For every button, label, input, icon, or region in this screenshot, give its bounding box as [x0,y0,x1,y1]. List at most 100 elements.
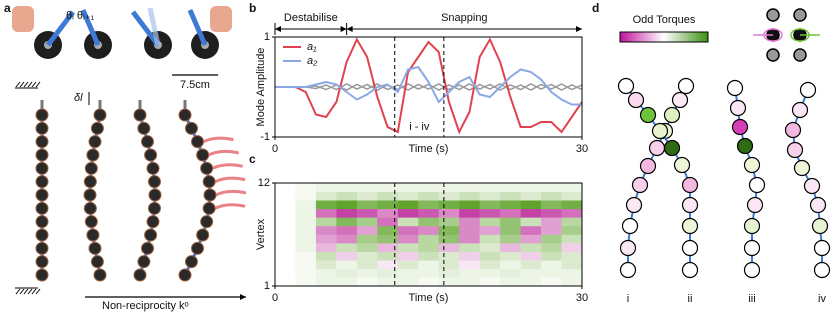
heat-cell [275,217,296,227]
heat-cell [459,268,480,278]
heat-cell [500,251,521,261]
rotor [86,148,100,162]
annotation: i - iv [409,121,430,133]
rotor [35,175,49,189]
rotor [35,121,49,135]
heat-cell [275,268,296,278]
heat-cell [397,260,419,270]
heat-cell [418,208,440,218]
rotor [90,121,104,135]
x-tick-label: 30 [576,143,588,155]
hatch [31,288,37,295]
heat-cell [561,243,583,252]
heat-cell [561,268,583,278]
heat-cell [459,191,480,201]
heat-cell [459,260,480,270]
heat-cell [397,200,419,210]
heat-cell [459,251,480,261]
arrow-head [275,26,281,32]
heat-cell [377,183,399,192]
heat-cell [500,208,521,218]
x-tick-label: 0 [272,292,278,304]
rotor [184,255,198,269]
heat-cell [377,251,399,261]
heat-cell [418,243,440,252]
heat-cell [520,191,542,201]
heat-cell [479,208,501,218]
rotor [146,215,160,229]
heat-cell [500,268,521,278]
heat-cell [438,191,460,201]
rotor [137,121,151,135]
heat-cell [520,251,542,261]
series-line [275,65,582,106]
x-tick-label: 0 [272,143,278,155]
y-tick-label: 1 [264,280,270,292]
scale-label: 7.5cm [180,79,210,91]
heat-cell [541,268,562,278]
heat-cell [479,217,501,227]
icon-node [766,48,780,62]
heat-cell [520,208,542,218]
heat-cell [315,243,337,252]
heat-cell [561,183,583,192]
heat-cell [500,191,521,201]
heat-cell [356,191,378,201]
arrow-head [576,26,582,32]
heat-cell [479,260,501,270]
chain-node [799,81,817,99]
chain-node [784,121,802,139]
heat-cell [418,251,440,261]
hatch [19,288,25,295]
heat-cell [418,225,440,235]
heat-cell [438,234,460,244]
heat-cell [377,208,399,218]
heat-cell [520,183,542,192]
chain-node [681,239,699,257]
icon-node [793,48,807,62]
axis-label: Non-reciprocity kᵒ [102,300,189,312]
chain-node [729,99,747,117]
heat-cell [459,243,480,252]
heat-cell [356,183,378,192]
rotor [35,228,49,242]
chain-node [663,139,681,157]
configuration-label: ii [688,293,693,305]
heat-cell [541,251,562,261]
rotor [147,201,161,215]
heat-cell [295,191,317,201]
rotor [203,188,217,202]
heat-cell [479,200,501,210]
link [187,9,208,46]
chain-node [663,106,681,124]
heat-cell [561,208,583,218]
colorbar-title: Odd Torques [633,14,696,26]
heat-cell [541,243,562,252]
motion-trace [211,163,243,170]
chain-node [648,139,666,157]
rotor [141,135,154,149]
chain-node [813,239,831,257]
heat-cell [295,217,317,227]
chain-node [621,217,639,235]
rotor [35,241,49,255]
heat-cell [356,268,378,278]
rotor [148,188,162,202]
rotor [35,268,49,282]
chain-node [677,77,695,95]
chain-node [673,156,691,174]
configuration-label: iv [818,293,826,305]
configuration-label: iii [748,293,755,305]
heat-cell [438,200,460,210]
heat-cell [315,217,337,227]
heat-cell [315,234,337,244]
heat-cell [459,200,480,210]
series-line [275,83,583,91]
series-line [275,37,583,135]
heat-cell [500,243,521,252]
arrow-head [346,26,353,32]
rotor [35,135,49,149]
chain-node [681,196,699,214]
heat-cell [397,217,419,227]
heat-cell [275,191,296,201]
